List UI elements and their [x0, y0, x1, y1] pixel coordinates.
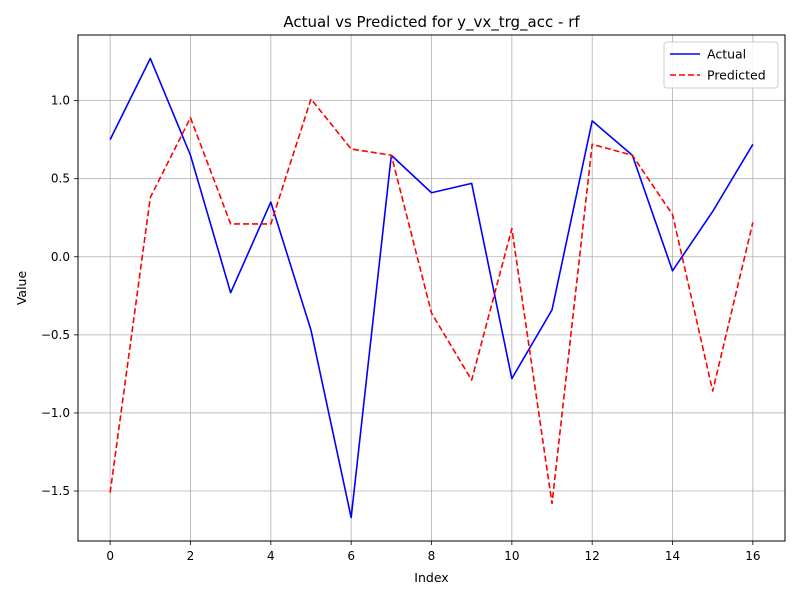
y-tick-label: 0.5 [51, 172, 70, 186]
x-tick-label: 6 [347, 549, 355, 563]
legend-label-predicted: Predicted [707, 68, 766, 83]
x-tick-label: 16 [745, 549, 760, 563]
series-line-actual [109, 57, 754, 519]
x-tick-label: 2 [187, 549, 195, 563]
chart-title: Actual vs Predicted for y_vx_trg_acc - r… [283, 13, 580, 32]
x-axis-label: Index [414, 570, 448, 585]
y-tick-label: −0.5 [41, 328, 70, 342]
x-tick-label: 12 [585, 549, 600, 563]
series-line-predicted [109, 98, 754, 505]
y-axis-ticks: −1.5 −1.0 −0.5 0.0 0.5 1.0 [41, 94, 78, 498]
y-tick-label: −1.0 [41, 406, 70, 420]
y-tick-label: 0.0 [51, 250, 70, 264]
x-tick-label: 10 [504, 549, 519, 563]
x-tick-label: 8 [428, 549, 436, 563]
x-tick-label: 14 [665, 549, 680, 563]
y-tick-label: 1.0 [51, 94, 70, 108]
x-tick-label: 0 [106, 549, 114, 563]
legend-label-actual: Actual [707, 47, 746, 62]
series-lines [109, 57, 754, 519]
legend: Actual Predicted [663, 41, 779, 89]
x-axis-ticks: 0 2 4 6 8 10 12 14 16 [106, 541, 761, 563]
y-tick-label: −1.5 [41, 484, 70, 498]
y-axis-label: Value [14, 271, 29, 306]
x-tick-label: 4 [267, 549, 275, 563]
